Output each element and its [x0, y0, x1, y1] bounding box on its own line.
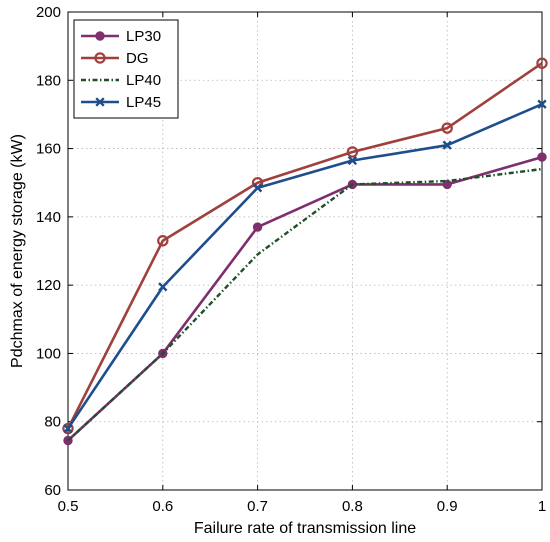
- series-lp30: [63, 152, 547, 446]
- legend-item-lp45: LP45: [81, 94, 161, 111]
- y-axis-title: Pdchmax of energy storage (kW): [9, 134, 26, 368]
- y-tick-label: 120: [36, 277, 61, 294]
- series-layer: [62, 57, 548, 446]
- legend-marker: [95, 97, 105, 107]
- legend-label: LP30: [126, 28, 161, 45]
- y-tick-label: 160: [36, 141, 61, 158]
- data-point-lp45: [347, 155, 358, 166]
- series-line-dg: [66, 62, 543, 430]
- x-tick-label: 0.6: [152, 498, 173, 515]
- y-tick-label: 200: [36, 4, 61, 21]
- legend-marker: [94, 52, 106, 64]
- data-point-dg: [536, 57, 548, 69]
- series-line-lp40: [67, 167, 543, 442]
- data-point-lp45: [442, 140, 452, 150]
- grid-lines: [68, 12, 542, 490]
- data-point-dg: [157, 235, 169, 247]
- data-point-lp45: [537, 99, 547, 109]
- legend-label: DG: [126, 50, 149, 67]
- data-point-lp45: [63, 423, 73, 434]
- data-point-lp30: [252, 222, 263, 232]
- series-line-lp30: [67, 155, 543, 442]
- legend-label: LP40: [126, 72, 161, 89]
- x-tick-label: 0.7: [247, 498, 268, 515]
- y-tick-label: 100: [36, 345, 61, 362]
- legend-label: LP45: [126, 94, 161, 111]
- series-lp45: [63, 99, 547, 434]
- legend-marker: [95, 31, 105, 41]
- data-point-lp45: [158, 282, 168, 292]
- data-point-lp30: [537, 152, 547, 162]
- x-tick-label: 0.9: [437, 498, 458, 515]
- legend: LP30 DG LP40 LP45: [73, 19, 179, 119]
- data-point-lp45: [252, 183, 263, 193]
- y-tick-label: 80: [44, 414, 61, 431]
- x-tick-label: 0.5: [58, 498, 79, 515]
- x-axis-title: Failure rate of transmission line: [194, 520, 416, 537]
- legend-item-dg: DG: [81, 50, 149, 67]
- series-line-lp45: [66, 102, 543, 430]
- x-tick-label: 0.8: [342, 498, 363, 515]
- data-point-dg: [441, 122, 453, 134]
- y-tick-label: 180: [36, 72, 61, 89]
- data-point-dg: [62, 422, 74, 435]
- series-lp40: [67, 167, 543, 442]
- data-point-lp30: [442, 179, 452, 190]
- legend-item-lp40: LP40: [81, 72, 161, 89]
- x-tick-label: 1: [538, 498, 546, 515]
- y-tick-label: 60: [44, 482, 61, 499]
- y-tick-label: 140: [36, 209, 61, 226]
- data-point-dg: [346, 146, 359, 158]
- series-dg: [62, 57, 548, 435]
- plot-area-frame: [67, 11, 543, 491]
- legend-item-lp30: LP30: [81, 28, 161, 45]
